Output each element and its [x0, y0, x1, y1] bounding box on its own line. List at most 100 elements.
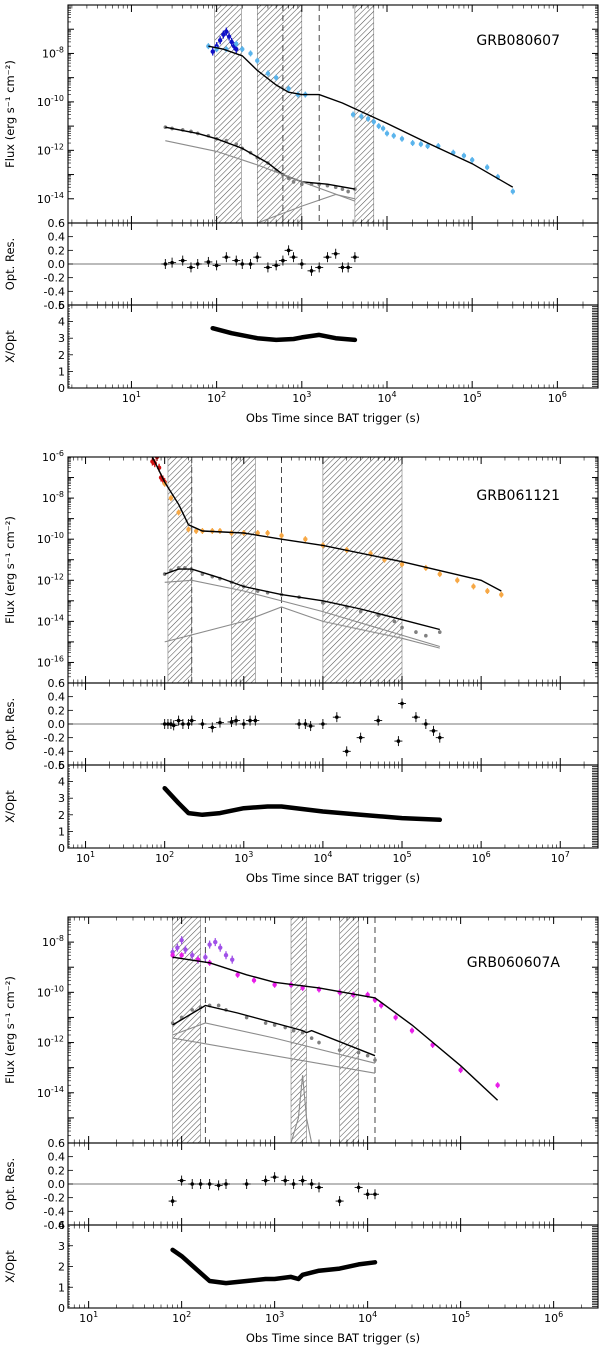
y-tick-label: 10-12: [37, 1035, 64, 1050]
residual-point: [414, 715, 418, 719]
optical-point: [437, 630, 442, 634]
y-tick-label: 10-14: [37, 191, 64, 206]
flux-axis-label: Flux (erg s⁻¹ cm⁻²): [3, 60, 17, 168]
optical-point: [272, 1023, 277, 1027]
residual-point: [186, 722, 191, 726]
residual-point: [353, 255, 357, 259]
bat-point: [210, 49, 215, 54]
component-line: [164, 606, 440, 649]
xrt-point: [410, 140, 415, 146]
residual-point: [244, 1182, 249, 1186]
xrt-point: [186, 527, 191, 532]
ratio-axis-label: X/Opt: [3, 790, 17, 823]
x-tick-label: 102: [207, 390, 226, 405]
shaded-interval: [322, 457, 403, 683]
residual-point: [240, 262, 245, 266]
optical-point: [263, 1021, 268, 1025]
optical-point: [216, 1003, 221, 1008]
y-tick-label: 10-8: [42, 45, 64, 60]
xrt-point: [384, 131, 390, 136]
x-tick-label: 101: [79, 1310, 98, 1325]
x-tick-label: 107: [551, 850, 570, 865]
ratio-tick-label: 4: [58, 1219, 65, 1232]
component-line: [164, 579, 440, 648]
x-tick-label: 106: [548, 390, 567, 405]
series-group: [163, 27, 516, 223]
xrt-point: [499, 592, 504, 597]
residual-point: [274, 263, 278, 268]
panel-grb060607a: 10-8 10-10 10-12 10-14 GRB060607A Flux (erg s…: [3, 916, 599, 1345]
xrt-point: [265, 530, 270, 536]
residual-point: [281, 258, 285, 263]
residual-point: [317, 1185, 321, 1190]
residual-tick-label: 0.2: [48, 704, 66, 717]
xrt-point: [176, 510, 181, 515]
xrt-point: [248, 51, 253, 56]
xrt-point: [272, 982, 277, 987]
shaded-intervals: [167, 457, 403, 683]
ratio-tick-label: 1: [58, 825, 65, 838]
bat-point: [207, 942, 212, 947]
optical-point: [373, 1058, 377, 1062]
y-tick-label: 10-12: [37, 572, 64, 587]
optical-point: [309, 1036, 314, 1040]
residual-point: [210, 725, 215, 730]
xrt-point: [265, 71, 271, 76]
residual-point: [255, 255, 260, 259]
optical-point: [300, 182, 304, 186]
x-tick-label: 106: [544, 1310, 563, 1325]
residual-point: [234, 718, 238, 723]
xrt-point: [418, 141, 424, 147]
y-tick-label: 10-10: [37, 94, 64, 109]
xrt-point: [286, 86, 291, 91]
y-tick-label: 10-8: [42, 934, 64, 949]
residual-tick-label: -0.2: [44, 732, 65, 745]
shaded-interval: [172, 917, 201, 1143]
ratio-tick-label: 1: [58, 1281, 65, 1294]
xrt-point: [240, 46, 245, 52]
ratio-tick-label: 5: [58, 299, 65, 312]
xrt-point: [179, 953, 184, 958]
residual-point: [308, 724, 313, 728]
ratio-tick-label: 2: [58, 349, 65, 362]
residual-point: [234, 258, 239, 263]
residual-tick-label: 0.4: [48, 231, 66, 244]
optical-model-line: [165, 126, 356, 190]
ratio-tick-label: 3: [58, 1240, 65, 1253]
residual-point: [224, 255, 229, 259]
optical-point: [321, 601, 325, 605]
residual-tick-label: -0.6: [44, 1219, 65, 1232]
xrt-point: [484, 165, 490, 170]
residual-point: [241, 722, 246, 726]
residual-tick-label: -0.4: [44, 745, 65, 758]
bat-point: [218, 945, 223, 950]
x-tick-label: 102: [155, 850, 174, 865]
residual-point: [218, 720, 222, 725]
residual-point: [181, 722, 185, 726]
residual-point: [321, 722, 325, 726]
optical-model-line: [164, 568, 440, 631]
residual-point: [309, 1182, 314, 1186]
flux-axis-label: Flux (erg s⁻¹ cm⁻²): [3, 516, 17, 624]
residual-tick-label: -0.6: [44, 299, 65, 312]
optical-point: [392, 619, 397, 624]
residual-point: [358, 735, 363, 740]
xrt-point: [425, 143, 430, 149]
xrt-point: [510, 189, 516, 194]
residual-tick-label: -0.4: [44, 285, 65, 298]
xrt-point: [471, 584, 476, 589]
bat-point: [229, 39, 234, 45]
bat-point: [190, 953, 195, 958]
component-line: [257, 193, 356, 223]
shaded-interval: [339, 917, 359, 1143]
residual-tick-label: 0.6: [48, 677, 66, 690]
bat-point: [217, 38, 223, 43]
xrt-point: [371, 119, 376, 125]
residual-point: [169, 722, 173, 726]
shaded-interval: [231, 457, 256, 683]
ratio-frame: [67, 764, 599, 849]
residual-point: [291, 1182, 296, 1186]
optical-model-line: [172, 1004, 376, 1057]
optical-point: [234, 142, 239, 146]
xrt-point: [485, 588, 490, 594]
